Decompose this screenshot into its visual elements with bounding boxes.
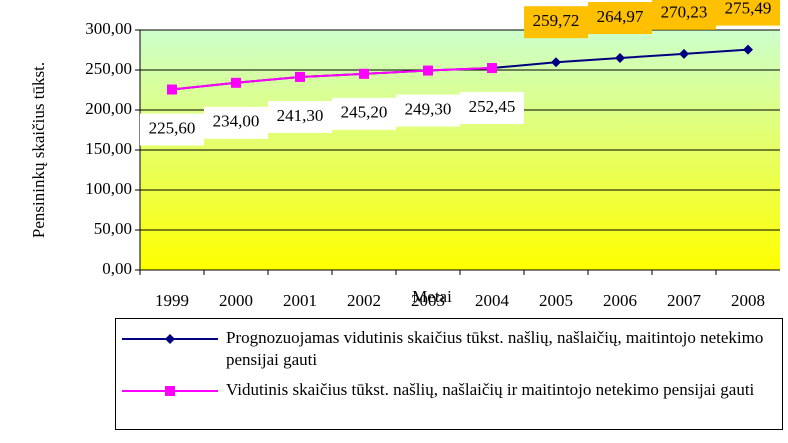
x-tick-label: 2003 (411, 291, 445, 310)
marker (295, 71, 305, 82)
marker (615, 53, 625, 64)
marker (743, 44, 753, 55)
legend-entry: Vidutinis skaičius tūkst. našlių, našlai… (116, 379, 782, 401)
legend: Prognozuojamas vidutinis skaičius tūkst.… (115, 318, 783, 430)
x-tick-label: 2004 (475, 291, 510, 310)
y-tick-label: 0,00 (102, 259, 132, 278)
chart: Pensininkų skaičius tūkst. Metai 0,00 50,… (29, 0, 780, 310)
data-label-box (588, 2, 652, 35)
marker (487, 63, 497, 74)
x-tick-label: 2002 (347, 291, 381, 310)
marker (231, 77, 241, 88)
x-tick-label: 2008 (731, 291, 765, 310)
y-tick-label: 150,00 (85, 139, 132, 158)
data-label: 249,30 (405, 99, 452, 118)
legend-entry: Prognozuojamas vidutinis skaičius tūkst.… (116, 327, 782, 371)
y-axis-label: Pensininkų skaičius tūkst. (29, 62, 48, 238)
y-tick-label: 100,00 (85, 179, 132, 198)
data-label: 259,72 (533, 11, 580, 30)
x-axis-label: Metai (412, 287, 452, 306)
marker (359, 68, 369, 79)
data-label: 241,30 (277, 106, 324, 125)
data-label-box (396, 94, 460, 127)
data-label: 264,97 (597, 7, 644, 26)
legend-marker (165, 334, 175, 344)
legend-icon (122, 334, 218, 344)
series-line (171, 67, 493, 91)
y-tick-label: 300,00 (85, 19, 132, 38)
x-tick-label: 2006 (603, 291, 637, 310)
data-label-box (140, 113, 204, 146)
legend-marker (165, 386, 175, 396)
marker (167, 84, 177, 95)
data-label: 252,45 (469, 97, 516, 116)
data-label: 270,23 (661, 3, 708, 22)
x-tick-label: 2005 (539, 291, 573, 310)
data-label-box (716, 0, 780, 26)
legend-icon (122, 386, 218, 396)
data-label-box (268, 100, 332, 133)
x-tick-label: 2000 (219, 291, 253, 310)
data-label-box (460, 92, 524, 125)
data-label: 234,00 (213, 112, 260, 131)
data-label-box (524, 6, 588, 39)
data-label-box (204, 106, 268, 139)
x-tick-label: 2007 (667, 291, 702, 310)
y-tick-label: 250,00 (85, 59, 132, 78)
data-label: 275,49 (725, 0, 772, 18)
marker (551, 57, 561, 68)
legend-label: Prognozuojamas vidutinis skaičius tūkst.… (226, 328, 764, 369)
x-tick-label: 1999 (155, 291, 189, 310)
data-label: 225,60 (149, 118, 196, 137)
data-label-box (332, 97, 396, 130)
x-tick-label: 2001 (283, 291, 317, 310)
y-tick-label: 200,00 (85, 99, 132, 118)
marker (679, 48, 689, 59)
marker (423, 65, 433, 76)
data-label-box (652, 0, 716, 30)
legend-label: Vidutinis skaičius tūkst. našlių, našlai… (226, 380, 755, 399)
data-label: 245,20 (341, 103, 388, 122)
y-tick-label: 50,00 (94, 219, 132, 238)
